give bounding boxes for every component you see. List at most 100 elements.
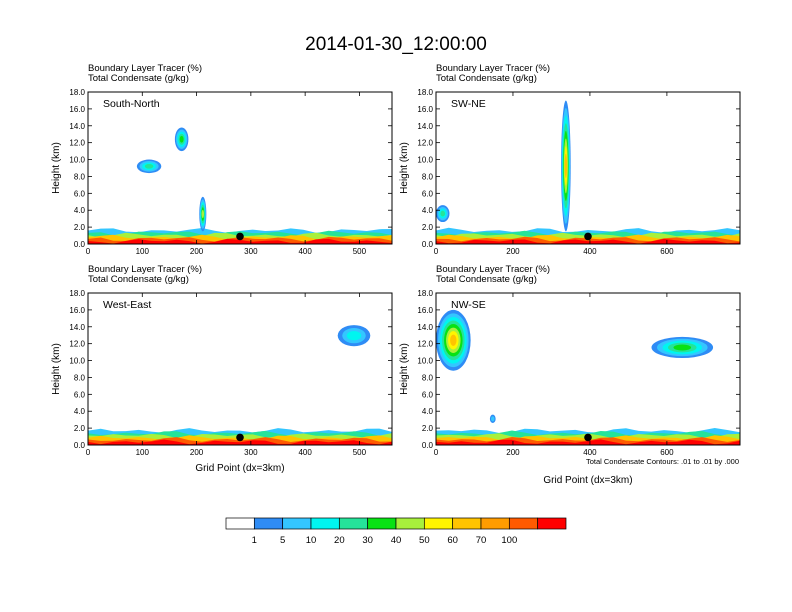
x-tick-label: 200	[190, 448, 204, 457]
y-tick-label: 4.0	[74, 407, 86, 416]
plot-frame	[87, 91, 393, 245]
panel-subtitle: Total Condensate (g/kg)	[436, 73, 537, 84]
panel-subtitle: Boundary Layer Tracer (%)	[436, 264, 550, 275]
plot-area	[436, 100, 740, 244]
y-axis-label: Height (km)	[51, 343, 62, 395]
x-tick-label: 600	[660, 247, 674, 256]
y-tick-label: 12.0	[69, 340, 85, 349]
y-tick-label: 8.0	[74, 172, 86, 181]
y-tick-label: 0.0	[422, 240, 434, 249]
y-tick-label: 18.0	[69, 289, 85, 298]
y-tick-label: 2.0	[74, 223, 86, 232]
x-tick-label: 200	[506, 448, 520, 457]
y-tick-label: 10.0	[69, 156, 85, 165]
tracer-plume	[201, 209, 205, 219]
colorbar-label: 20	[334, 535, 345, 546]
plot-frame	[87, 292, 393, 446]
colorbar-box	[423, 517, 454, 530]
y-tick-label: 16.0	[417, 306, 433, 315]
colorbar-box	[338, 517, 369, 530]
figure-title: 2014-01-30_12:00:00	[305, 34, 487, 55]
x-tick-label: 200	[506, 247, 520, 256]
y-tick-label: 6.0	[74, 390, 86, 399]
tracer-plume	[144, 163, 154, 169]
tracer-plume	[450, 334, 457, 346]
panel-label: South-North	[103, 98, 160, 110]
x-tick-label: 200	[190, 247, 204, 256]
x-tick-label: 400	[298, 247, 312, 256]
colorbar-label: 5	[280, 535, 285, 546]
y-tick-label: 14.0	[69, 122, 85, 131]
y-tick-label: 0.0	[422, 441, 434, 450]
y-tick-label: 18.0	[69, 88, 85, 97]
panel-label: West-East	[103, 299, 151, 311]
y-axis-label: Height (km)	[399, 343, 410, 395]
x-tick-label: 100	[136, 247, 150, 256]
x-tick-label: 500	[353, 247, 367, 256]
colorbar-box	[395, 517, 425, 530]
panel-subtitle: Total Condensate (g/kg)	[88, 274, 189, 285]
x-tick-label: 500	[353, 448, 367, 457]
panel-subtitle: Boundary Layer Tracer (%)	[88, 63, 202, 74]
y-axis-label: Height (km)	[399, 142, 410, 194]
y-tick-label: 2.0	[74, 424, 86, 433]
panel-subtitle: Total Condensate (g/kg)	[88, 73, 189, 84]
y-tick-label: 0.0	[74, 240, 86, 249]
y-tick-label: 16.0	[417, 105, 433, 114]
location-marker	[584, 433, 592, 442]
tracer-plume	[346, 330, 362, 341]
y-tick-label: 12.0	[417, 139, 433, 148]
x-axis-label: Grid Point (dx=3km)	[195, 463, 284, 474]
x-tick-label: 0	[434, 247, 439, 256]
colorbar-box	[225, 517, 255, 530]
tracer-plume	[179, 135, 184, 143]
panel-west-east: Boundary Layer Tracer (%)Total Condensat…	[51, 264, 393, 474]
y-tick-label: 2.0	[422, 424, 434, 433]
panel-sw-ne: Boundary Layer Tracer (%)Total Condensat…	[399, 63, 741, 256]
y-tick-label: 0.0	[74, 441, 86, 450]
y-tick-label: 10.0	[69, 357, 85, 366]
panel-label: NW-SE	[451, 299, 486, 311]
colorbar-box	[310, 517, 340, 530]
x-axis-label: Grid Point (dx=3km)	[543, 475, 632, 486]
colorbar-label: 60	[447, 535, 458, 546]
x-tick-label: 400	[583, 247, 597, 256]
x-tick-label: 300	[244, 448, 258, 457]
colorbar-box	[452, 517, 482, 530]
location-marker	[236, 433, 244, 442]
panel-subtitle: Boundary Layer Tracer (%)	[88, 264, 202, 275]
plot-area	[436, 309, 740, 445]
y-tick-label: 12.0	[69, 139, 85, 148]
x-tick-label: 0	[434, 448, 439, 457]
panels: Boundary Layer Tracer (%)Total Condensat…	[51, 63, 741, 486]
colorbar-box	[282, 517, 312, 530]
y-tick-label: 14.0	[417, 323, 433, 332]
colorbar-label: 70	[476, 535, 487, 546]
colorbar-box	[508, 517, 539, 530]
plot-area	[88, 127, 392, 244]
boundary-layer-band	[88, 439, 392, 445]
y-tick-label: 6.0	[422, 189, 434, 198]
colorbar-label: 50	[419, 535, 430, 546]
y-tick-label: 4.0	[422, 206, 434, 215]
panel-subtitle: Boundary Layer Tracer (%)	[436, 63, 550, 74]
x-tick-label: 0	[86, 448, 91, 457]
y-tick-label: 16.0	[69, 306, 85, 315]
tracer-plume	[440, 210, 446, 217]
y-tick-label: 12.0	[417, 340, 433, 349]
colorbar-label: 40	[391, 535, 402, 546]
y-tick-label: 8.0	[422, 172, 434, 181]
y-tick-label: 2.0	[422, 223, 434, 232]
panel-nw-se: Boundary Layer Tracer (%)Total Condensat…	[399, 264, 741, 486]
y-axis-label: Height (km)	[51, 142, 62, 194]
y-tick-label: 18.0	[417, 289, 433, 298]
tracer-plume	[490, 416, 495, 422]
location-marker	[236, 232, 244, 241]
y-tick-label: 6.0	[422, 390, 434, 399]
y-tick-label: 6.0	[74, 189, 86, 198]
colorbar-label: 30	[362, 535, 373, 546]
y-tick-label: 4.0	[422, 407, 434, 416]
y-tick-label: 14.0	[417, 122, 433, 131]
plot-frame	[435, 292, 741, 446]
